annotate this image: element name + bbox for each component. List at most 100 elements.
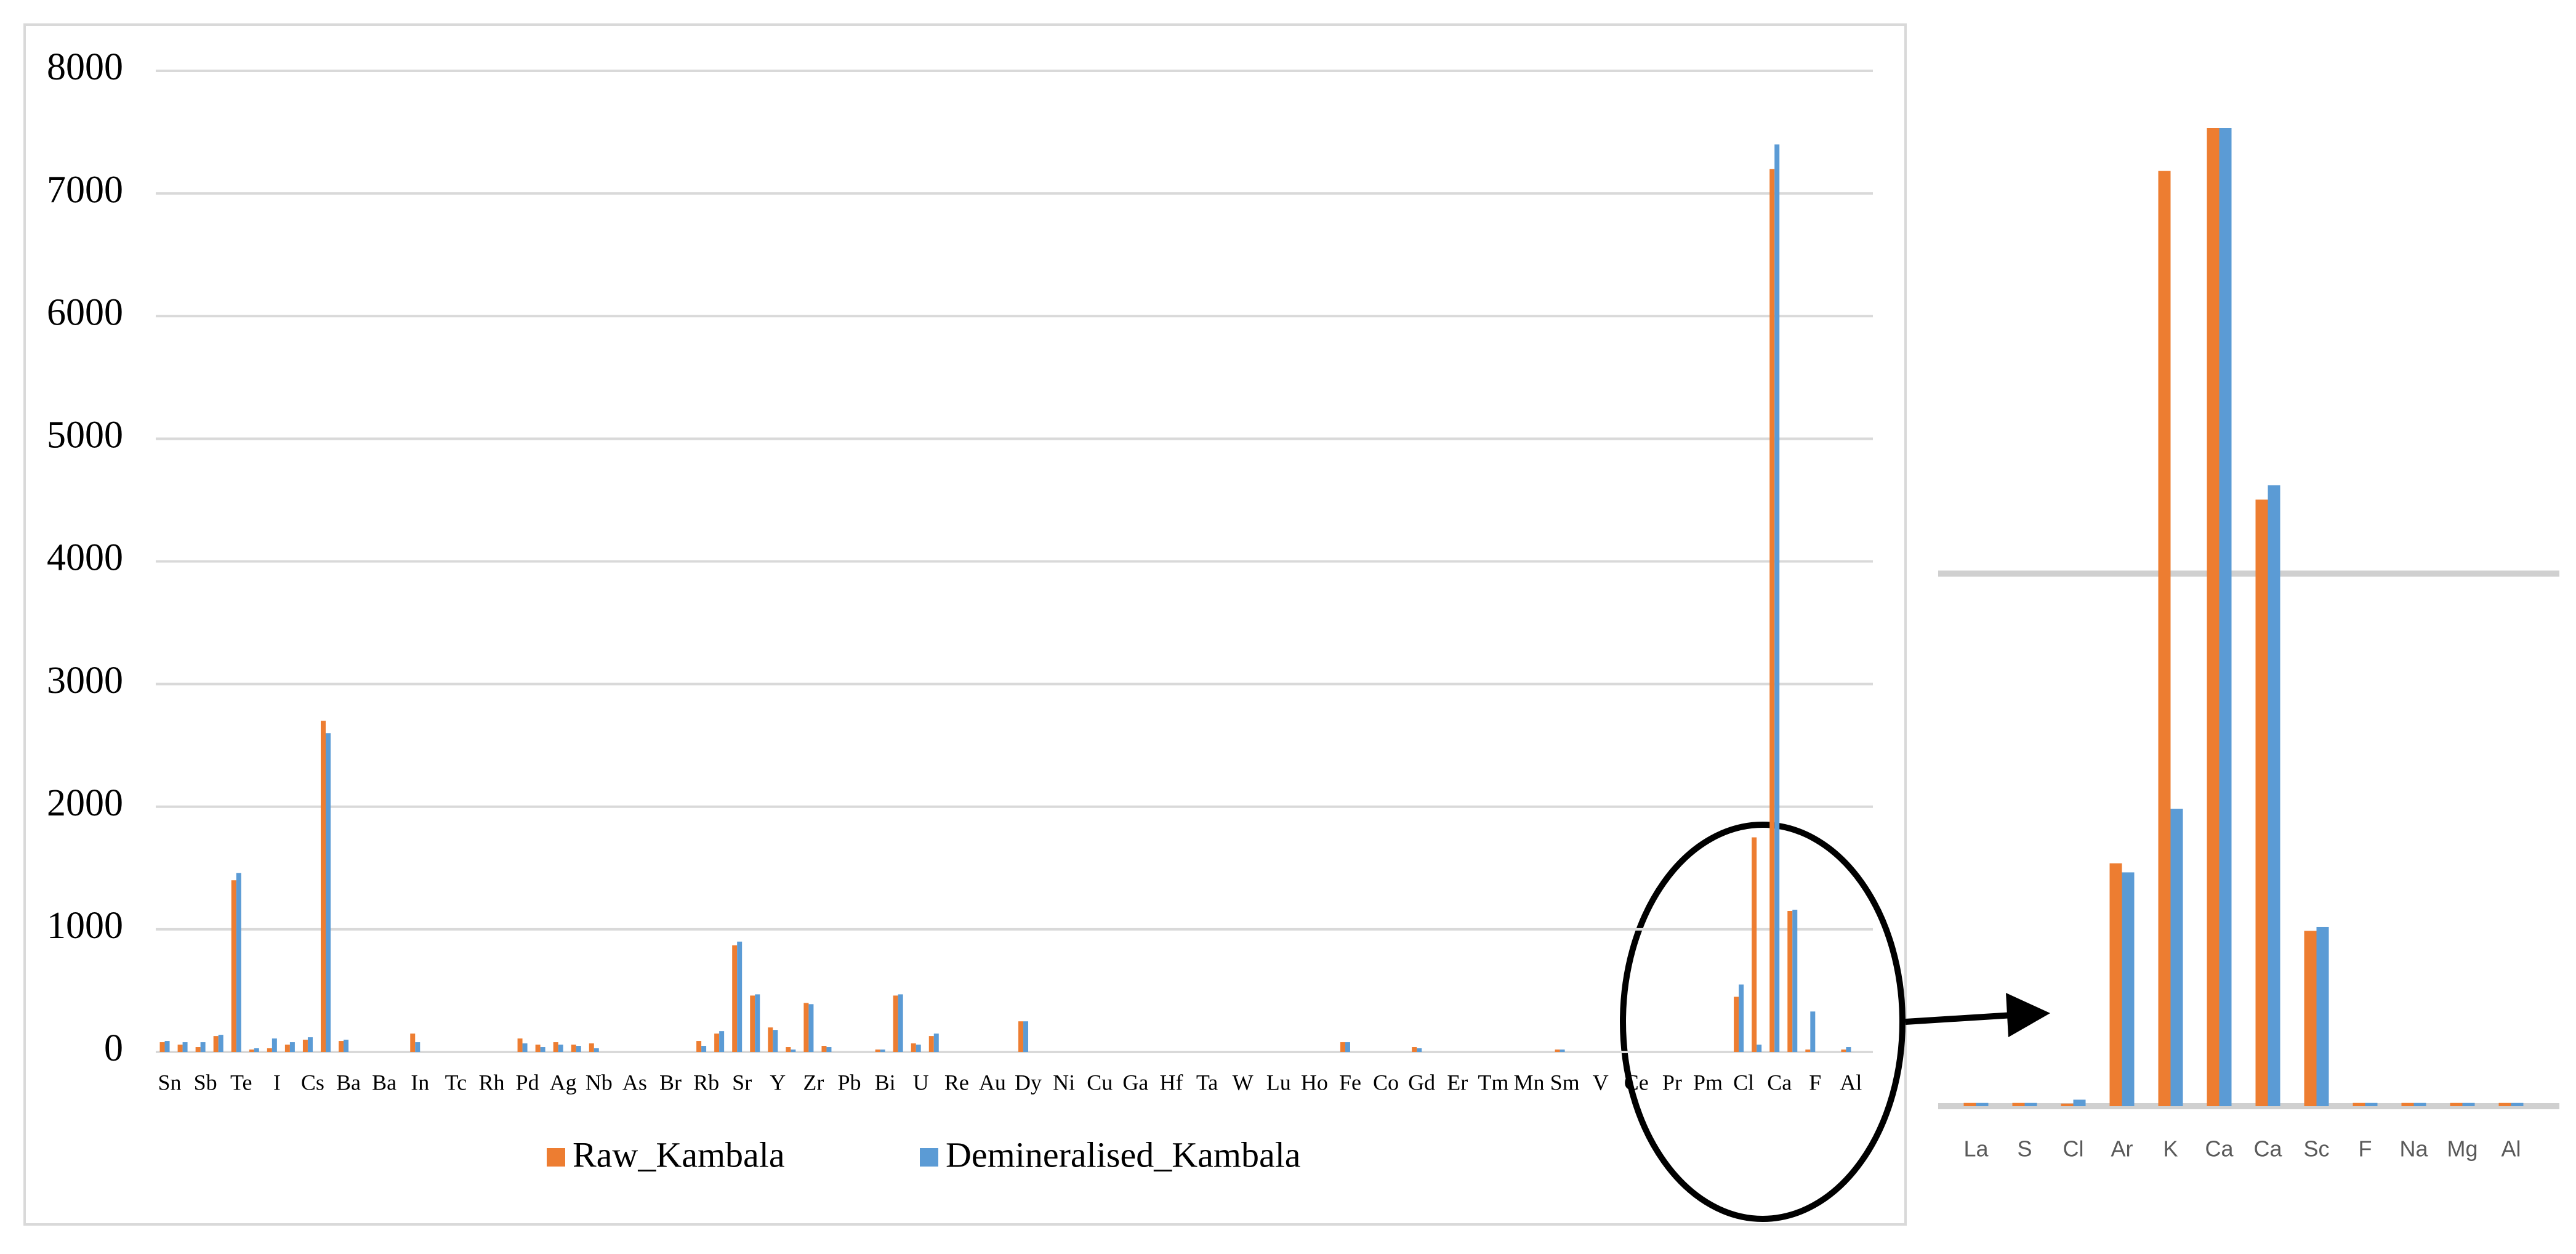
bar: [2498, 1102, 2511, 1106]
y-tick-label: 5000: [47, 415, 123, 456]
bar: [719, 1031, 725, 1052]
x-tick-label: Dy: [1015, 1070, 1042, 1094]
bar: [589, 1043, 594, 1052]
legend-swatch: [920, 1148, 938, 1167]
bar: [750, 995, 755, 1052]
bar: [2316, 926, 2329, 1106]
x-tick-label: S: [2017, 1136, 2032, 1162]
bar: [2365, 1102, 2378, 1106]
bar: [200, 1042, 206, 1052]
bar: [231, 880, 236, 1052]
bar: [289, 1042, 295, 1052]
x-tick-label: Co: [1373, 1070, 1399, 1094]
legend-label: Raw_Kambala: [573, 1135, 785, 1175]
bar: [1787, 911, 1793, 1052]
bar: [344, 1040, 349, 1052]
bar: [916, 1045, 921, 1052]
bar: [898, 994, 903, 1052]
bar: [571, 1045, 576, 1052]
main-chart: 0 1000 2000 3000 4000 5000 6000 7000 8000 Sn Sb Te I…: [47, 46, 1873, 1175]
x-tick-label: Ba: [336, 1070, 361, 1094]
bar: [1774, 144, 1780, 1053]
bar: [177, 1045, 183, 1052]
x-tick-label: Pm: [1693, 1070, 1723, 1094]
bar: [2109, 863, 2122, 1106]
bar: [911, 1043, 916, 1052]
bar: [1752, 837, 1757, 1052]
x-tick-label: Rh: [478, 1070, 504, 1094]
x-tick-label: Sn: [158, 1070, 182, 1094]
bar: [714, 1034, 720, 1052]
y-tick-label: 3000: [47, 660, 123, 702]
bar: [755, 994, 760, 1052]
bar: [1963, 1102, 1976, 1106]
y-tick-label: 4000: [47, 537, 123, 579]
x-tick-label: Hf: [1159, 1070, 1183, 1094]
bar: [195, 1047, 201, 1052]
legend-swatch: [547, 1148, 565, 1167]
x-tick-label: Ni: [1053, 1070, 1075, 1094]
bar: [737, 941, 743, 1052]
bar: [213, 1036, 219, 1052]
y-tick-label: 6000: [47, 291, 123, 333]
bar: [1560, 1050, 1565, 1052]
bar: [773, 1030, 778, 1052]
y-tick-label: 7000: [47, 169, 123, 211]
bar: [576, 1046, 581, 1052]
bar: [410, 1034, 416, 1052]
x-tick-label: Ce: [1624, 1070, 1649, 1094]
bar: [1792, 910, 1798, 1052]
bar: [2462, 1102, 2475, 1106]
bar: [284, 1045, 290, 1052]
x-tick-label: Nb: [586, 1070, 613, 1094]
x-tick-label: Tc: [445, 1070, 467, 1094]
bar: [159, 1042, 165, 1052]
y-tick-label: 2000: [47, 782, 123, 824]
bar: [2353, 1102, 2365, 1106]
bar: [933, 1034, 939, 1052]
x-tick-label: Au: [979, 1070, 1006, 1094]
bar: [267, 1048, 272, 1052]
bar: [249, 1050, 254, 1052]
bar: [415, 1042, 421, 1052]
legend-label: Demineralised_Kambala: [946, 1135, 1301, 1175]
bar: [307, 1037, 313, 1052]
x-tick-label: Ta: [1196, 1070, 1218, 1094]
bar: [2158, 171, 2171, 1106]
x-tick-label: Mn: [1513, 1070, 1544, 1094]
bar: [236, 873, 241, 1052]
bar: [1976, 1102, 1989, 1106]
x-tick-label: Zr: [803, 1070, 824, 1094]
arrow-head: [2006, 993, 2050, 1037]
bar: [2401, 1102, 2414, 1106]
bar: [218, 1035, 223, 1052]
inset-chart: [1938, 128, 2559, 1109]
bar: [594, 1048, 599, 1052]
x-tick-label: Ca: [2205, 1136, 2234, 1162]
x-tick-label: Sb: [194, 1070, 217, 1094]
bar: [272, 1038, 277, 1052]
x-tick-label: Br: [659, 1070, 682, 1094]
bar: [302, 1040, 308, 1052]
bar: [2255, 500, 2268, 1106]
x-tick-label: Mg: [2447, 1136, 2477, 1162]
x-tick-label: Tm: [1478, 1070, 1508, 1094]
bar: [182, 1042, 188, 1052]
bar: [808, 1004, 814, 1052]
bar: [1340, 1042, 1345, 1052]
x-tick-label: In: [411, 1070, 429, 1094]
chart-frame: [23, 23, 1907, 1226]
x-tick-label: Sm: [1550, 1070, 1580, 1094]
bar: [517, 1038, 523, 1052]
x-tick-label: Bi: [875, 1070, 896, 1094]
bar: [2061, 1103, 2074, 1106]
bar: [1841, 1050, 1846, 1052]
bar: [2170, 809, 2183, 1106]
bar: [2511, 1102, 2524, 1106]
x-tick-label: F: [1809, 1070, 1821, 1094]
bar: [164, 1041, 170, 1052]
x-tick-label: Cu: [1087, 1070, 1113, 1094]
bar: [2122, 872, 2135, 1106]
x-tick-label: Pb: [837, 1070, 861, 1094]
bar: [558, 1045, 563, 1052]
